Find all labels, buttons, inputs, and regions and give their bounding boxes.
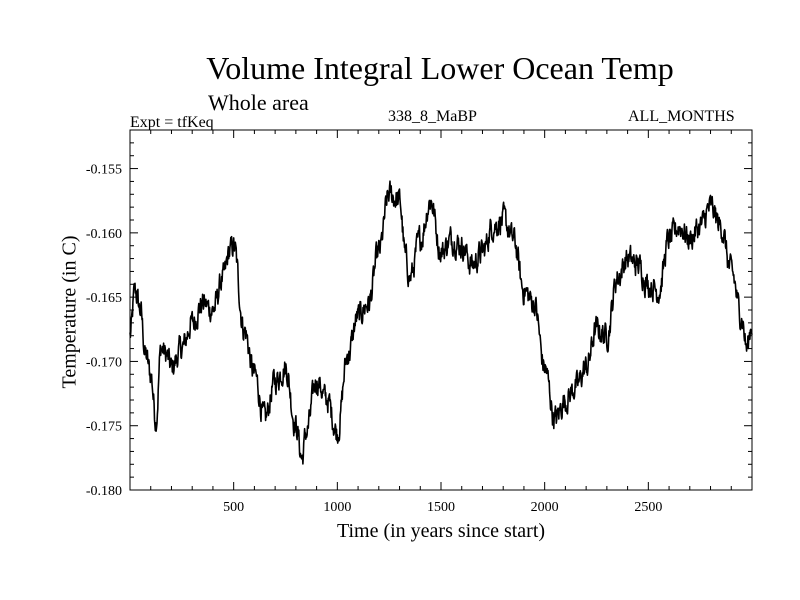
chart-subtitle: Whole area [208, 90, 309, 115]
x-tick-label: 500 [223, 500, 244, 515]
experiment-label: Expt = tfKeq [130, 114, 214, 131]
x-tick-label: 2500 [634, 500, 662, 515]
plot-frame [129, 129, 753, 491]
x-axis-label: Time (in years since start) [336, 520, 546, 542]
y-tick-label: -0.160 [86, 227, 122, 242]
y-tick-label: -0.170 [86, 355, 122, 370]
y-tick-label: -0.180 [86, 484, 122, 499]
y-tick-label: -0.155 [86, 163, 122, 178]
months-label: ALL_MONTHS [628, 108, 735, 125]
x-tick-label: 1500 [427, 500, 455, 515]
y-tick-label: -0.165 [86, 291, 122, 306]
temperature-series-line [129, 180, 753, 465]
x-tick-label: 2000 [531, 500, 559, 515]
chart-title: Volume Integral Lower Ocean Temp [206, 50, 674, 86]
y-tick-label: -0.175 [86, 420, 122, 435]
x-tick-label: 1000 [323, 500, 351, 515]
period-label: 338_8_MaBP [388, 108, 477, 125]
